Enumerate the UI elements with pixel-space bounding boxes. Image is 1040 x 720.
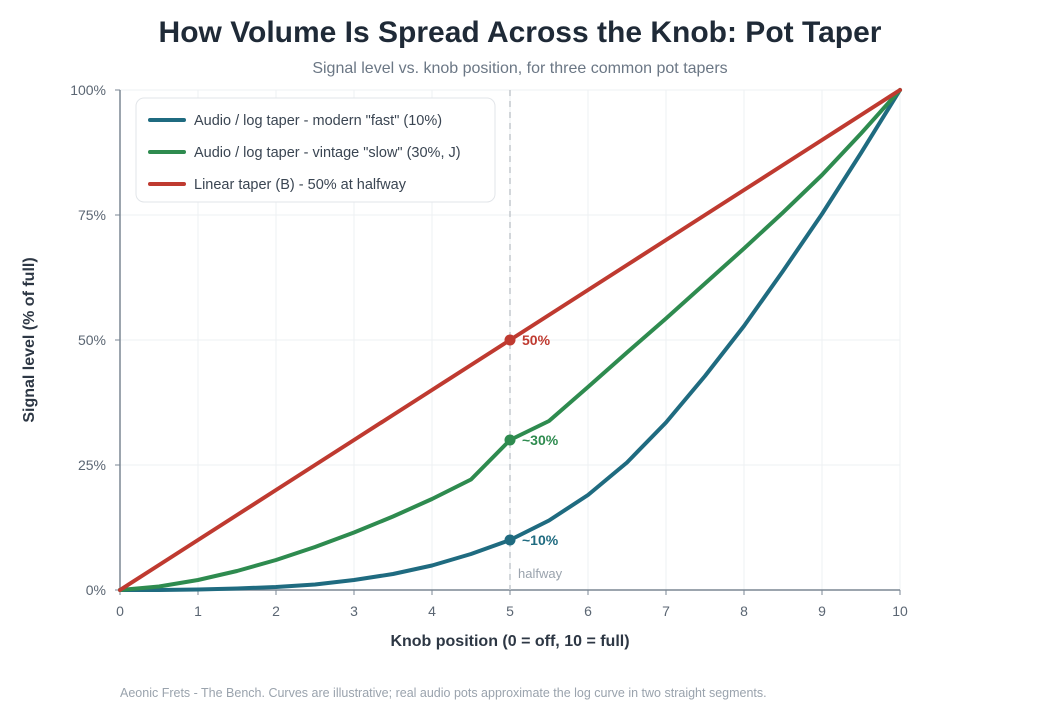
marker-group: 50% ~30% ~10% — [504, 332, 559, 548]
x-tick-label: 6 — [584, 603, 592, 619]
legend-box — [135, 97, 496, 203]
marker-label-2: ~10% — [522, 532, 559, 548]
marker-point-1 — [504, 434, 516, 446]
y-axis-title: Signal level (% of full) — [21, 257, 38, 422]
chart-title: How Volume Is Spread Across the Knob: Po… — [158, 16, 882, 49]
y-tick-label: 25% — [78, 457, 106, 473]
x-tick-label: 10 — [892, 603, 908, 619]
y-tick-label: 100% — [70, 82, 106, 98]
x-tick-label: 9 — [818, 603, 826, 619]
halfway-label: halfway — [518, 566, 563, 581]
x-tick-label: 3 — [350, 603, 358, 619]
x-axis-title: Knob position (0 = off, 10 = full) — [390, 633, 629, 650]
axis-labels: Knob position (0 = off, 10 = full) Signal… — [21, 257, 630, 650]
x-tick-label: 7 — [662, 603, 670, 619]
marker-point-0 — [504, 334, 516, 346]
legend-entry-0: Audio / log taper - modern "fast" (10%) — [194, 113, 442, 129]
y-tick-label: 75% — [78, 207, 106, 223]
x-tick-label: 8 — [740, 603, 748, 619]
legend: Audio / log taper - modern "fast" (10%) A… — [135, 97, 496, 203]
footer-note: Aeonic Frets - The Bench. Curves are ill… — [120, 686, 767, 700]
x-tick-label: 5 — [506, 603, 514, 619]
marker-label-1: ~30% — [522, 432, 559, 448]
marker-label-0: 50% — [522, 332, 551, 348]
marker-point-2 — [504, 534, 516, 546]
x-tick-label: 2 — [272, 603, 280, 619]
legend-entry-1: Audio / log taper - vintage "slow" (30%,… — [194, 145, 461, 161]
y-tick-label: 50% — [78, 332, 106, 348]
x-tick-label: 4 — [428, 603, 436, 619]
x-tick-label: 0 — [116, 603, 124, 619]
y-tick-label: 0% — [86, 582, 106, 598]
legend-entry-2: Linear taper (B) - 50% at halfway — [194, 177, 407, 193]
x-tick-label: 1 — [194, 603, 202, 619]
chart-subtitle: Signal level vs. knob position, for thre… — [312, 60, 728, 77]
reference-line-group: halfway — [509, 90, 563, 590]
